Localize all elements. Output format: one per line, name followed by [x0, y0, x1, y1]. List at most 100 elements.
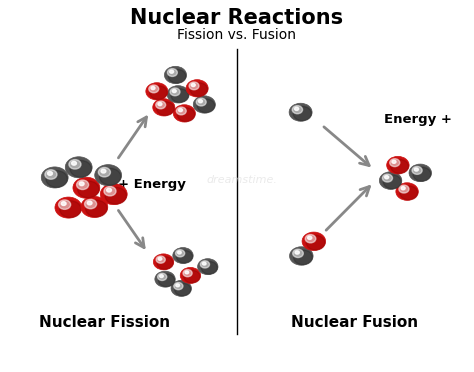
Circle shape [413, 167, 431, 181]
Circle shape [151, 86, 155, 90]
Circle shape [198, 259, 218, 275]
Circle shape [201, 261, 210, 268]
Circle shape [105, 187, 127, 204]
Circle shape [87, 201, 92, 205]
Circle shape [86, 200, 107, 217]
Circle shape [199, 100, 202, 103]
Circle shape [157, 273, 167, 280]
Circle shape [196, 98, 206, 106]
Circle shape [391, 160, 409, 173]
Circle shape [190, 83, 208, 96]
Circle shape [79, 182, 84, 186]
Circle shape [153, 99, 175, 116]
Circle shape [289, 103, 312, 121]
Text: Energy +: Energy + [384, 113, 452, 126]
Circle shape [185, 271, 189, 274]
Circle shape [73, 177, 100, 198]
Circle shape [100, 184, 127, 205]
Circle shape [146, 83, 168, 100]
Circle shape [189, 82, 199, 90]
Circle shape [101, 169, 106, 173]
Circle shape [173, 247, 193, 263]
Circle shape [412, 166, 422, 174]
Circle shape [100, 168, 121, 185]
Circle shape [155, 271, 175, 287]
Circle shape [154, 254, 173, 270]
Circle shape [193, 96, 215, 113]
Text: dreamstime.: dreamstime. [206, 176, 277, 186]
Circle shape [78, 181, 99, 198]
Circle shape [69, 160, 81, 169]
Circle shape [172, 89, 176, 93]
Circle shape [400, 186, 418, 200]
Circle shape [157, 257, 173, 269]
Circle shape [197, 99, 215, 113]
Circle shape [294, 250, 312, 265]
Circle shape [179, 109, 182, 112]
Circle shape [201, 262, 218, 274]
Circle shape [81, 196, 108, 218]
Circle shape [387, 156, 409, 174]
Circle shape [158, 257, 162, 260]
Circle shape [202, 262, 206, 265]
Circle shape [77, 180, 89, 190]
Circle shape [70, 160, 91, 177]
Text: Nuclear Fission: Nuclear Fission [39, 315, 171, 330]
Circle shape [396, 183, 418, 201]
Circle shape [164, 66, 186, 84]
Circle shape [65, 157, 92, 178]
Circle shape [47, 171, 53, 175]
Text: + Energy: + Energy [118, 178, 186, 191]
Text: Nuclear Reactions: Nuclear Reactions [130, 8, 344, 28]
Circle shape [191, 83, 195, 87]
Circle shape [290, 247, 313, 265]
Circle shape [184, 270, 200, 283]
Circle shape [308, 236, 312, 240]
Circle shape [174, 282, 183, 290]
Circle shape [171, 280, 191, 296]
Circle shape [174, 283, 191, 296]
Circle shape [98, 167, 110, 177]
Circle shape [305, 235, 316, 243]
Circle shape [384, 176, 389, 179]
Circle shape [186, 80, 208, 97]
Circle shape [177, 108, 195, 122]
Circle shape [45, 170, 57, 179]
Circle shape [295, 251, 299, 254]
Circle shape [156, 101, 165, 109]
Circle shape [409, 164, 431, 182]
Circle shape [176, 250, 192, 263]
Circle shape [173, 105, 195, 122]
Circle shape [55, 197, 82, 218]
Circle shape [306, 235, 325, 250]
Circle shape [168, 69, 186, 83]
Text: Nuclear Fusion: Nuclear Fusion [291, 315, 419, 330]
Circle shape [293, 106, 311, 121]
Text: Fission vs. Fusion: Fission vs. Fusion [177, 28, 297, 42]
Circle shape [390, 159, 400, 167]
Circle shape [150, 86, 167, 100]
Circle shape [294, 107, 299, 110]
Circle shape [160, 275, 164, 278]
Circle shape [158, 274, 175, 287]
Circle shape [414, 168, 419, 171]
Circle shape [46, 171, 67, 187]
Circle shape [180, 267, 201, 283]
Circle shape [170, 70, 173, 73]
Circle shape [178, 251, 181, 254]
Circle shape [167, 86, 189, 103]
Circle shape [392, 160, 396, 163]
Circle shape [183, 270, 192, 277]
Circle shape [61, 202, 66, 205]
Circle shape [59, 200, 71, 209]
Circle shape [41, 167, 68, 188]
Circle shape [104, 186, 116, 196]
Circle shape [72, 161, 76, 165]
Circle shape [302, 232, 326, 250]
Circle shape [84, 199, 97, 209]
Circle shape [383, 175, 401, 189]
Circle shape [401, 187, 405, 190]
Circle shape [293, 249, 303, 257]
Circle shape [379, 172, 402, 189]
Circle shape [158, 103, 162, 106]
